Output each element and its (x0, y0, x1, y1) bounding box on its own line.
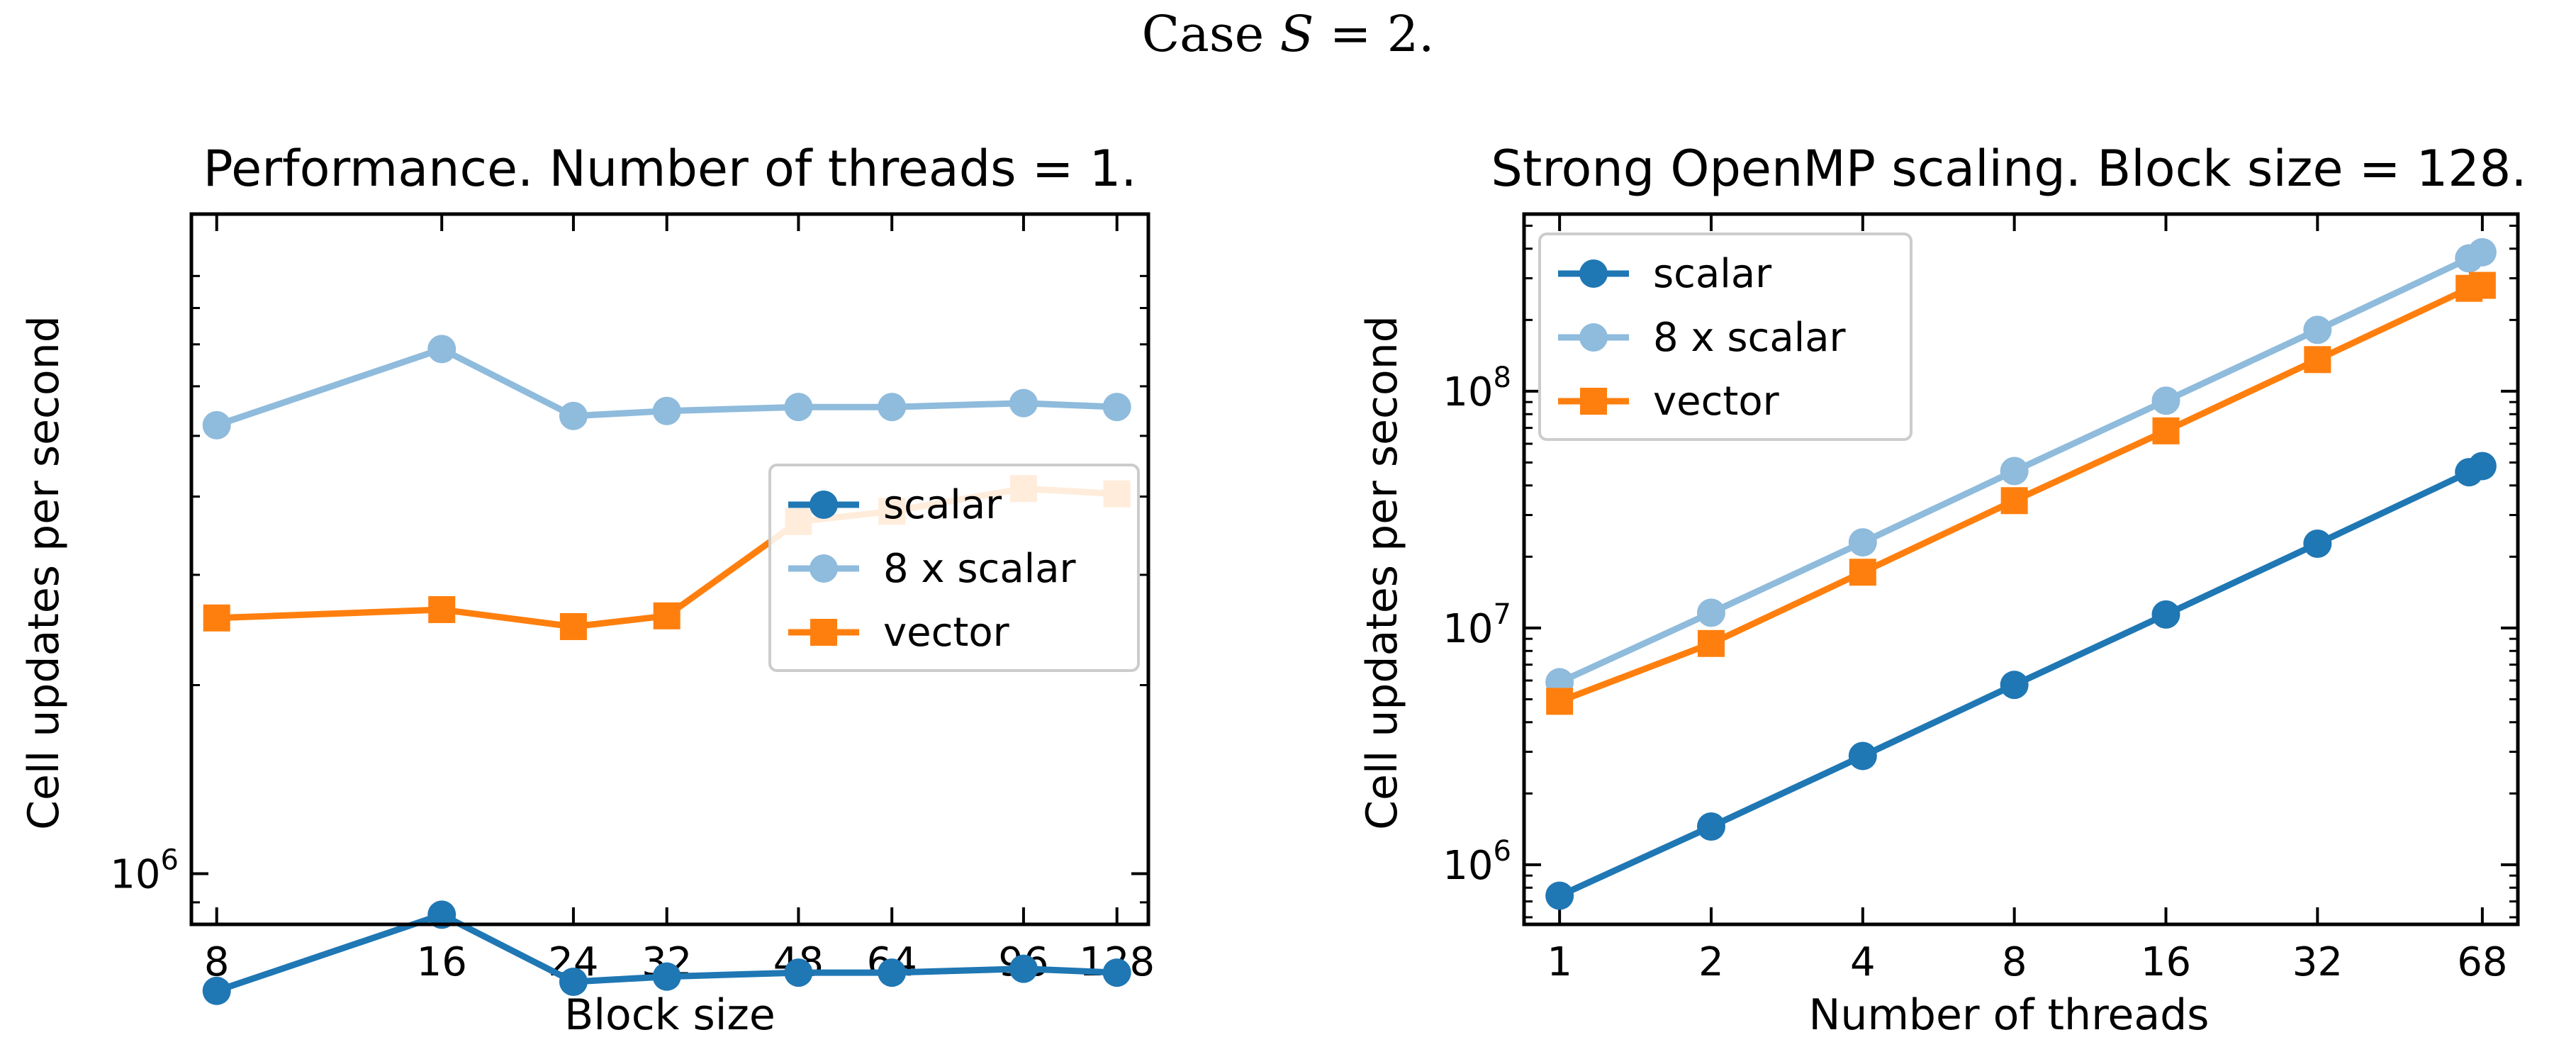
data-point-vector (203, 604, 230, 632)
data-point-8-x-scalar (427, 335, 457, 364)
x-tick-label: 16 (417, 939, 467, 985)
x-tick-label: 1 (1547, 939, 1572, 985)
chart-panel-performance: Performance. Number of threads = 1. Bloc… (19, 140, 1155, 1040)
legend-label-vector: vector (883, 610, 1010, 656)
series-line-8-x-scalar (1558, 249, 2484, 685)
data-point-scalar (1545, 881, 1574, 910)
data-point-8-x-scalar (878, 393, 907, 422)
x-tick-label: 4 (1850, 939, 1876, 985)
chart-title: Performance. Number of threads = 1. (203, 140, 1136, 198)
data-point-scalar (2000, 671, 2029, 700)
data-point-8-x-scalar (559, 401, 588, 430)
legend-marker-8-x-scalar (810, 554, 838, 583)
x-tick-label: 32 (2292, 939, 2343, 985)
data-point-8-x-scalar (2000, 457, 2029, 486)
legend-marker-scalar (810, 491, 838, 519)
data-point-vector (2468, 271, 2496, 299)
y-tick-label: 108 (1443, 362, 1511, 415)
y-tick-label: 106 (1443, 835, 1511, 889)
data-point-vector (653, 602, 681, 629)
data-point-vector (2304, 346, 2331, 374)
series-line-vector (1558, 282, 2483, 705)
data-point-scalar (427, 900, 457, 929)
series-line-scalar (1558, 463, 2484, 899)
legend-label-8-x-scalar: 8 x scalar (1653, 315, 1847, 361)
x-tick-label: 2 (1698, 939, 1724, 985)
data-point-8-x-scalar (1102, 393, 1131, 422)
data-point-8-x-scalar (1696, 598, 1725, 627)
data-point-8-x-scalar (1848, 528, 1877, 557)
chart-panel-scaling: Strong OpenMP scaling. Block size = 128.… (1357, 140, 2527, 1040)
data-point-8-x-scalar (2303, 315, 2332, 345)
legend-marker-scalar (1579, 259, 1608, 288)
y-axis-label: Cell updates per second (19, 315, 69, 830)
data-point-scalar (1009, 954, 1038, 983)
data-point-vector (2152, 417, 2180, 444)
legend: scalar 8 x scalar vector (768, 464, 1140, 672)
legend-marker-vector (810, 619, 837, 646)
y-tick-label: 106 (110, 844, 179, 897)
data-point-vector (428, 595, 456, 623)
data-point-8-x-scalar (784, 393, 813, 422)
legend-label-vector: vector (1653, 379, 1780, 425)
legend-label-scalar: scalar (883, 482, 1002, 528)
data-point-scalar (2468, 452, 2497, 481)
data-point-scalar (559, 968, 588, 997)
data-point-scalar (878, 958, 907, 987)
data-point-vector (1849, 559, 1876, 586)
data-point-vector (1697, 629, 1725, 657)
x-axis-label: Block size (564, 990, 775, 1040)
series-line-8-x-scalar (215, 345, 1117, 429)
x-axis-label: Number of threads (1809, 990, 2210, 1040)
data-point-scalar (1696, 812, 1725, 841)
legend-marker-vector (1580, 388, 1607, 415)
data-point-8-x-scalar (2151, 386, 2180, 415)
data-point-vector (559, 612, 587, 640)
legend-box (1538, 233, 1913, 441)
data-point-8-x-scalar (202, 410, 231, 439)
data-point-vector (2000, 487, 2028, 515)
data-point-8-x-scalar (1009, 388, 1038, 418)
data-point-8-x-scalar (2468, 237, 2497, 267)
plot-area-frame (189, 212, 1150, 926)
data-point-scalar (2151, 600, 2180, 629)
data-point-scalar (652, 962, 681, 991)
x-tick-label: 8 (2002, 939, 2027, 985)
data-point-scalar (1102, 958, 1131, 987)
chart-title: Strong OpenMP scaling. Block size = 128. (1491, 140, 2526, 198)
legend-label-8-x-scalar: 8 x scalar (883, 546, 1077, 592)
legend-marker-8-x-scalar (1579, 323, 1608, 352)
x-tick-label: 68 (2457, 939, 2507, 985)
plot-area-frame (1522, 212, 2520, 926)
data-point-scalar (2303, 529, 2332, 558)
y-axis-label: Cell updates per second (1357, 315, 1407, 830)
data-point-scalar (202, 976, 231, 1005)
data-point-scalar (784, 958, 813, 987)
figure-title: Case S = 2. (1142, 5, 1435, 63)
legend-label-scalar: scalar (1653, 251, 1772, 297)
data-point-8-x-scalar (652, 396, 681, 425)
y-tick-label: 107 (1443, 598, 1511, 652)
data-point-vector (1546, 688, 1574, 715)
data-point-scalar (1848, 741, 1877, 771)
legend: scalar 8 x scalar vector (1538, 233, 1913, 441)
x-tick-label: 16 (2141, 939, 2191, 985)
legend-box (768, 464, 1140, 672)
